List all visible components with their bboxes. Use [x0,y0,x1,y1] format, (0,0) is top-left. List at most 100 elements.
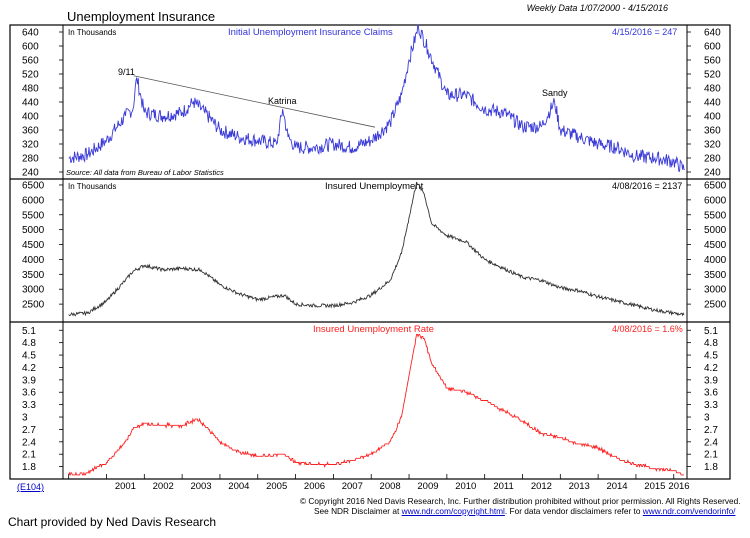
series-line [68,24,685,172]
y-tick-label-right: 4500 [704,240,727,251]
vendor-info-link[interactable]: www.ndr.com/vendorinfo/ [642,506,736,516]
x-tick-label: 2009 [417,481,438,492]
y-tick-label-right: 5500 [704,210,727,221]
y-tick-label-right: 440 [704,98,721,109]
panel-title: Insured Unemployment [325,181,424,192]
y-tick-label-left: 5000 [22,225,45,236]
disclaimer-middle: . For data vendor disclaimers refer to [504,506,641,516]
y-tick-label-right: 2500 [704,300,727,311]
y-tick-label-right: 600 [704,42,721,53]
disclaimer-prefix: See NDR Disclaimer at [314,506,400,516]
y-tick-label-left: 6000 [22,195,45,206]
y-tick-label-right: 4.2 [704,363,718,374]
y-tick-label-left: 280 [22,154,39,165]
y-tick-label-right: 5000 [704,225,727,236]
y-tick-label-right: 400 [704,112,721,123]
y-tick-label-left: 2.1 [22,450,36,461]
y-tick-label-right: 520 [704,70,721,81]
y-tick-label-left: 2.4 [22,437,36,448]
page-title: Unemployment Insurance [67,9,216,24]
chart-code-link[interactable]: (E104) [17,482,45,492]
y-tick-label-right: 320 [704,140,721,151]
y-tick-label-left: 2500 [22,300,45,311]
y-tick-label-left: 1.8 [22,462,36,473]
y-tick-label-left: 5.1 [22,326,36,337]
disclaimer-line: See NDR Disclaimer at www.ndr.com/copyri… [314,506,736,516]
x-tick-label: 2010 [455,481,476,492]
y-tick-label-left: 480 [22,84,39,95]
y-tick-label-right: 3500 [704,270,727,281]
source-note: Source: All data from Bureau of Labor St… [66,168,224,177]
panel-title: Insured Unemployment Rate [313,324,434,335]
y-tick-label-left: 4500 [22,240,45,251]
y-tick-label-left: 440 [22,98,39,109]
y-tick-label-left: 4000 [22,255,45,266]
unit-label: In Thousands [68,182,116,191]
y-tick-label-left: 3 [22,413,28,424]
y-tick-label-right: 4000 [704,255,727,266]
x-tick-label: 2015 [644,481,665,492]
y-tick-label-right: 3000 [704,285,727,296]
y-tick-label-left: 4.8 [22,338,36,349]
x-tick-label: 2002 [153,481,174,492]
date-range: Weekly Data 1/07/2000 - 4/15/2016 [526,3,668,13]
x-tick-label: 2013 [569,481,590,492]
y-tick-label-left: 3.3 [22,400,36,411]
y-tick-label-right: 2.4 [704,437,718,448]
y-tick-label-right: 6500 [704,180,727,191]
x-tick-label: 2012 [531,481,552,492]
y-tick-label-left: 3.6 [22,388,36,399]
y-tick-label-left: 360 [22,126,39,137]
y-tick-label-left: 4.2 [22,363,36,374]
y-tick-label-left: 640 [22,28,39,39]
y-tick-label-right: 1.8 [704,462,718,473]
annotation-label: Sandy [542,88,568,98]
y-tick-label-left: 400 [22,112,39,123]
latest-reading: 4/08/2016 = 2137 [612,181,682,191]
copyright-link[interactable]: www.ndr.com/copyright.html [401,506,505,516]
y-tick-label-right: 3.9 [704,375,718,386]
x-tick-label: 2008 [380,481,401,492]
unit-label: In Thousands [68,28,116,37]
y-tick-label-right: 2.1 [704,450,718,461]
y-tick-label-left: 560 [22,56,39,67]
y-tick-label-left: 3500 [22,270,45,281]
latest-reading: 4/15/2016 = 247 [612,27,677,37]
x-tick-label: 2001 [115,481,136,492]
y-tick-label-left: 3.9 [22,375,36,386]
x-tick-label: 2007 [342,481,363,492]
y-tick-label-right: 360 [704,126,721,137]
x-tick-label: 2005 [266,481,287,492]
y-tick-label-right: 5.1 [704,326,718,337]
series-line [68,181,685,317]
y-tick-label-left: 600 [22,42,39,53]
chart-frame [9,24,731,480]
y-tick-label-left: 6500 [22,180,45,191]
y-tick-label-left: 320 [22,140,39,151]
copyright-notice: © Copyright 2016 Ned Davis Research, Inc… [300,496,741,506]
trend-line [133,75,376,128]
y-tick-label-right: 3.3 [704,400,718,411]
annotation-label: Katrina [268,96,297,106]
x-tick-label: 2006 [304,481,325,492]
y-tick-label-right: 280 [704,154,721,165]
chart-credit: Chart provided by Ned Davis Research [8,515,217,529]
annotation-label: 9/11 [118,67,135,77]
latest-reading: 4/08/2016 = 1.6% [612,324,683,334]
y-tick-label-right: 4.5 [704,351,718,362]
series-line [68,333,684,477]
y-tick-label-right: 6000 [704,195,727,206]
y-tick-label-left: 4.5 [22,351,36,362]
y-tick-label-left: 2.7 [22,425,36,436]
x-tick-label: 2003 [190,481,211,492]
x-tick-label: 2016 [668,481,689,492]
y-tick-label-right: 560 [704,56,721,67]
x-tick-label: 2004 [228,481,249,492]
y-tick-label-right: 3.6 [704,388,718,399]
x-tick-label: 2014 [606,481,627,492]
y-tick-label-left: 240 [22,168,39,179]
y-tick-label-right: 640 [704,28,721,39]
y-tick-label-right: 2.7 [704,425,718,436]
y-tick-label-right: 240 [704,168,721,179]
